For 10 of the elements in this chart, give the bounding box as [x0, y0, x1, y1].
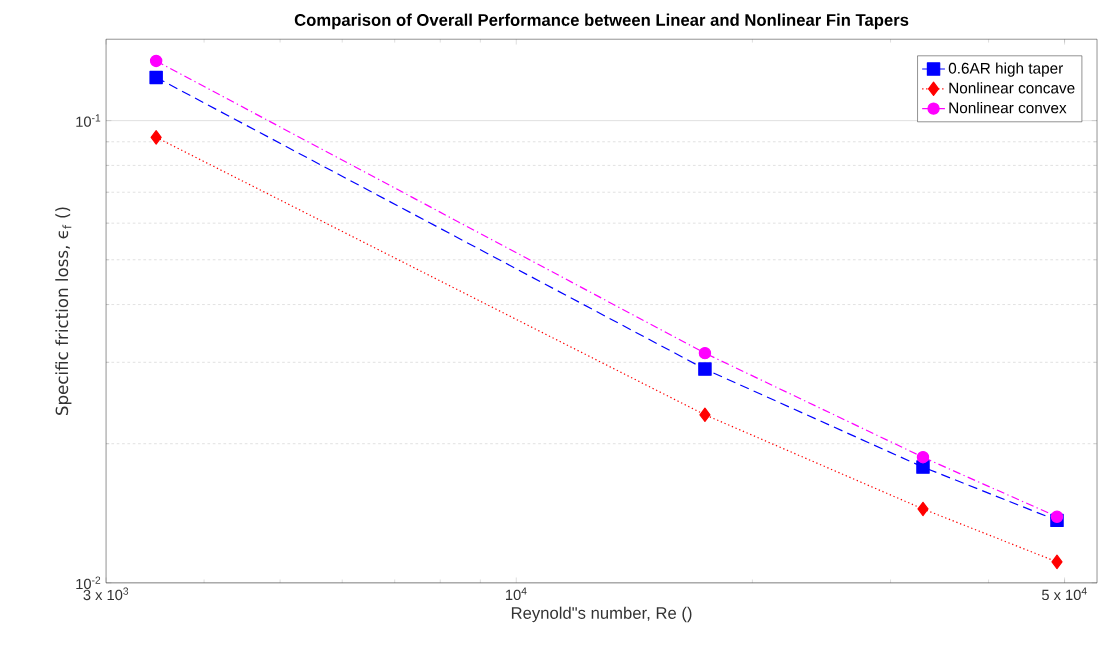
- x-tick-label: 5 x 10$^{4}$: [1041, 587, 1087, 600]
- y-axis-title: Specific friction loss, ϵ$_{f}$ (): [55, 207, 72, 415]
- legend-label: 0.6AR high taper: [948, 62, 1064, 77]
- y-tick-label: 10$^{-1}$: [76, 114, 101, 127]
- legend-label: Nonlinear convex: [949, 101, 1067, 114]
- x-axis-title: Reynold"s number, Re (): [511, 606, 692, 623]
- y-tick-label: 10$^{-2}$: [76, 576, 101, 590]
- x-tick-label: 10$^{4}$: [506, 587, 527, 600]
- legend-label: Nonlinear concave: [949, 82, 1075, 94]
- chart-title: Comparison of Overall Performance between Linear and Nonlinear Fin Tapers: [294, 13, 909, 30]
